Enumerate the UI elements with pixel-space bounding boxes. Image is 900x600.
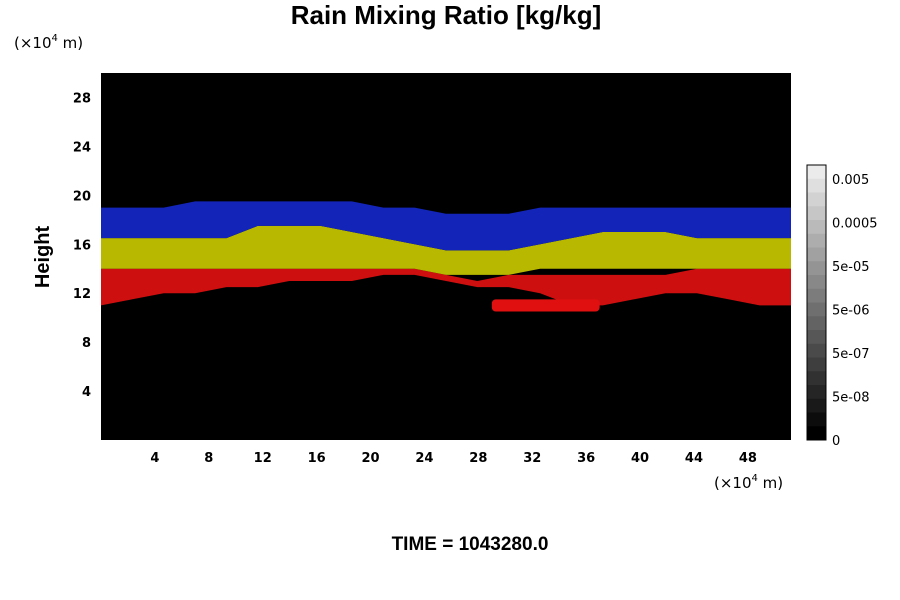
y-tick-label: 12	[73, 287, 91, 302]
colorbar-step	[807, 206, 826, 221]
x-tick-label: 20	[361, 451, 379, 466]
colorbar-step	[807, 233, 826, 248]
x-tick-label: 24	[415, 451, 433, 466]
y-axis-label: Height	[32, 226, 54, 289]
colorbar-step	[807, 178, 826, 193]
y-axis-ticks: 4 8 12 16 20 24 28	[73, 91, 91, 400]
x-tick-label: 44	[685, 451, 703, 466]
y-tick-label: 28	[73, 91, 91, 106]
colorbar-label: 5e-07	[832, 347, 870, 362]
colorbar-step	[807, 357, 826, 372]
colorbar-step	[807, 261, 826, 276]
colorbar-frame	[806, 164, 827, 441]
colorbar-step	[807, 275, 826, 290]
colorbar-step	[807, 220, 826, 235]
colorbar: 0.005 0.0005 5e-05 5e-06 5e-07 5e-08 0	[806, 164, 878, 449]
colorbar-label: 5e-08	[832, 391, 870, 406]
colorbar-step	[807, 412, 826, 427]
x-tick-label: 48	[739, 451, 757, 466]
colorbar-label: 5e-05	[832, 260, 870, 275]
band-red	[101, 268, 791, 306]
colorbar-step	[807, 192, 826, 207]
colorbar-step	[807, 343, 826, 358]
chart-title: Rain Mixing Ratio [kg/kg]	[291, 0, 602, 30]
x-tick-label: 12	[254, 451, 272, 466]
y-tick-label: 4	[82, 385, 91, 400]
colorbar-step	[807, 426, 826, 441]
colorbar-step	[807, 165, 826, 180]
x-tick-label: 4	[150, 451, 159, 466]
x-tick-label: 36	[577, 451, 595, 466]
x-axis-ticks: 4 8 12 16 20 24 28 32 36 40 44 48	[150, 451, 757, 466]
colorbar-label: 5e-06	[832, 304, 870, 319]
x-tick-label: 40	[631, 451, 649, 466]
y-axis-unit: (×104 m)	[14, 33, 83, 52]
x-tick-label: 8	[204, 451, 213, 466]
x-tick-label: 32	[523, 451, 541, 466]
colorbar-step	[807, 385, 826, 400]
colorbar-step	[807, 288, 826, 303]
x-tick-label: 28	[469, 451, 487, 466]
colorbar-label: 0	[832, 434, 840, 449]
colorbar-step	[807, 316, 826, 331]
y-tick-label: 16	[73, 238, 91, 253]
red-patch	[491, 299, 600, 312]
x-axis-unit: (×104 m)	[714, 473, 783, 492]
colorbar-step	[807, 330, 826, 345]
y-tick-label: 8	[82, 336, 91, 351]
y-tick-label: 24	[73, 140, 91, 155]
colorbar-step	[807, 247, 826, 262]
colorbar-step	[807, 371, 826, 386]
colorbar-label: 0.0005	[832, 217, 878, 232]
y-tick-label: 20	[73, 189, 91, 204]
colorbar-step	[807, 302, 826, 317]
time-label: TIME = 1043280.0	[392, 534, 549, 555]
band-blue	[101, 201, 791, 251]
plot-area	[101, 73, 791, 440]
x-tick-label: 16	[308, 451, 326, 466]
colorbar-step	[807, 398, 826, 413]
colorbar-label: 0.005	[832, 173, 869, 188]
